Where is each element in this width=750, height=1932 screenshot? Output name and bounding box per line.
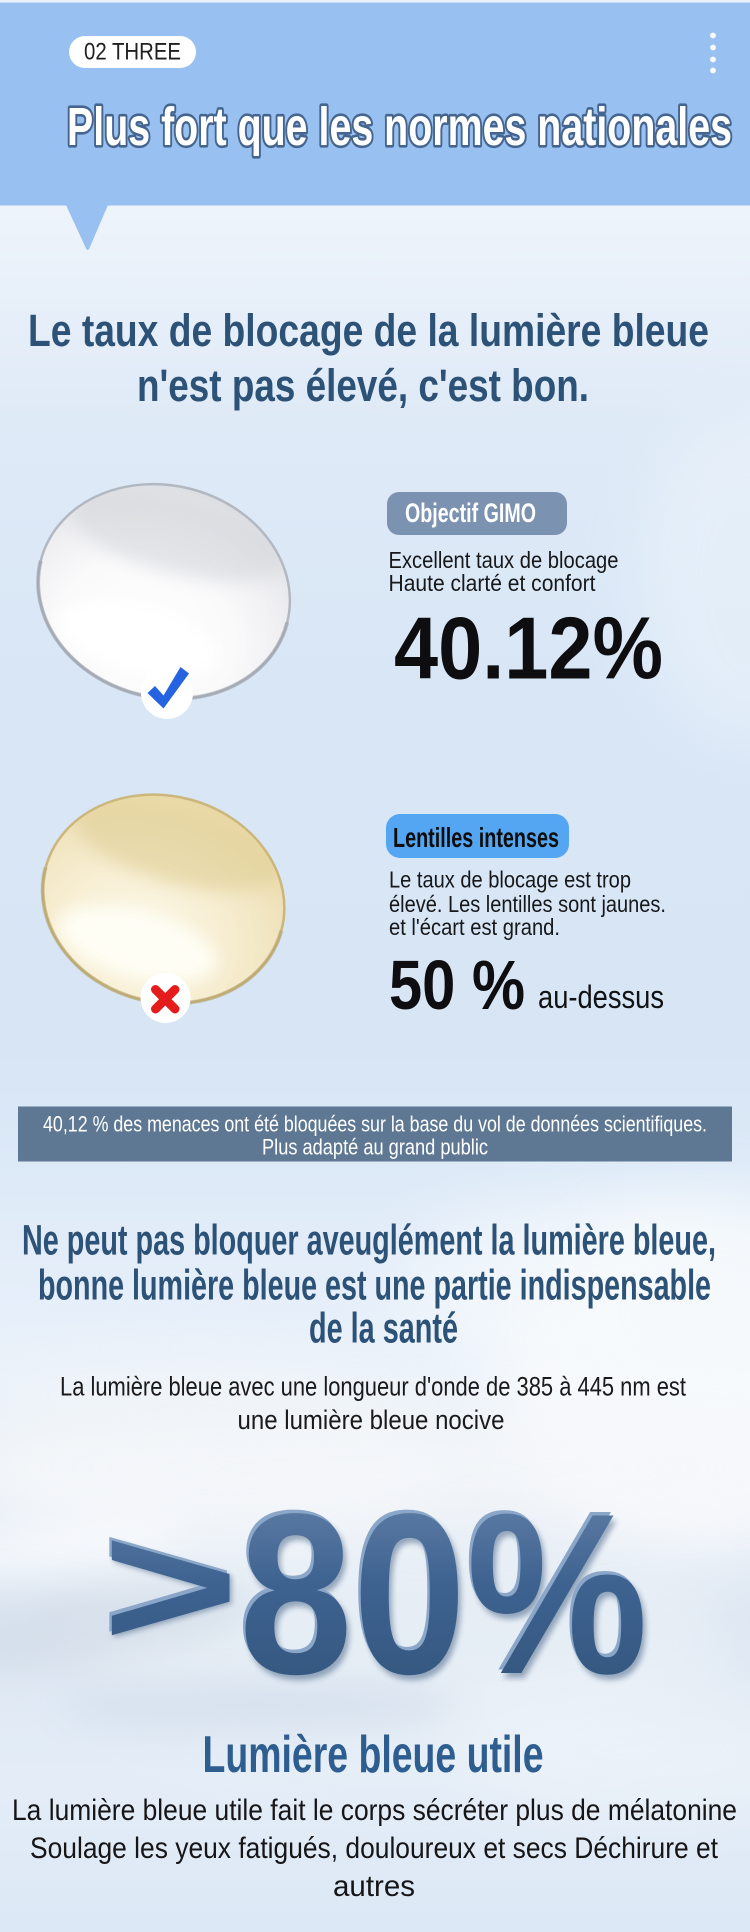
svg-text:autres: autres bbox=[333, 1870, 415, 1903]
svg-text:>: > bbox=[104, 1490, 241, 1686]
svg-text:40.12%: 40.12% bbox=[394, 599, 663, 698]
svg-text:Le taux de blocage est trop: Le taux de blocage est trop bbox=[389, 867, 631, 893]
svg-text:n'est pas élevé, c'est bon.: n'est pas élevé, c'est bon. bbox=[137, 360, 589, 411]
svg-text:Lumière bleue utile: Lumière bleue utile bbox=[203, 1726, 544, 1784]
svg-text:Excellent taux de blocage: Excellent taux de blocage bbox=[389, 547, 619, 573]
svg-text:>: > bbox=[100, 1485, 237, 1681]
svg-text:>: > bbox=[102, 1488, 239, 1684]
svg-text:élevé. Les lentilles sont jaun: élevé. Les lentilles sont jaunes. bbox=[389, 891, 666, 917]
svg-text:Ne peut pas bloquer aveuglémen: Ne peut pas bloquer aveuglément la lumiè… bbox=[22, 1217, 716, 1265]
svg-text:Plus adapté au grand public: Plus adapté au grand public bbox=[262, 1135, 488, 1160]
svg-text:une lumière bleue nocive: une lumière bleue nocive bbox=[238, 1405, 505, 1435]
svg-text:80%: 80% bbox=[242, 1471, 651, 1727]
svg-text:Objectif GIMO: Objectif GIMO bbox=[405, 498, 536, 528]
svg-text:Plus fort que les normes natio: Plus fort que les normes nationales bbox=[67, 97, 732, 157]
svg-text:Haute clarté et confort: Haute clarté et confort bbox=[389, 570, 597, 596]
svg-text:au-dessus: au-dessus bbox=[538, 979, 664, 1015]
svg-text:La lumière bleue avec une long: La lumière bleue avec une longueur d'ond… bbox=[60, 1372, 687, 1402]
svg-text:et l'écart est grand.: et l'écart est grand. bbox=[389, 914, 560, 940]
svg-text:Le taux de blocage de la lumiè: Le taux de blocage de la lumière bleue bbox=[28, 305, 709, 356]
svg-text:40,12 % des menaces ont été bl: 40,12 % des menaces ont été bloquées sur… bbox=[43, 1112, 707, 1137]
svg-text:80%: 80% bbox=[239, 1466, 648, 1722]
svg-text:02 THREE: 02 THREE bbox=[84, 39, 181, 66]
svg-text:bonne lumière bleue est une pa: bonne lumière bleue est une partie indis… bbox=[38, 1262, 711, 1310]
svg-text:80%: 80% bbox=[237, 1463, 646, 1719]
svg-text:Lentilles intenses: Lentilles intenses bbox=[393, 822, 559, 853]
svg-text:Soulage les yeux fatigués, dou: Soulage les yeux fatigués, douloureux et… bbox=[30, 1832, 719, 1865]
svg-text:50 %: 50 % bbox=[389, 946, 525, 1024]
svg-text:La lumière bleue utile fait le: La lumière bleue utile fait le corps séc… bbox=[12, 1794, 737, 1827]
svg-text:de la santé: de la santé bbox=[309, 1305, 458, 1353]
